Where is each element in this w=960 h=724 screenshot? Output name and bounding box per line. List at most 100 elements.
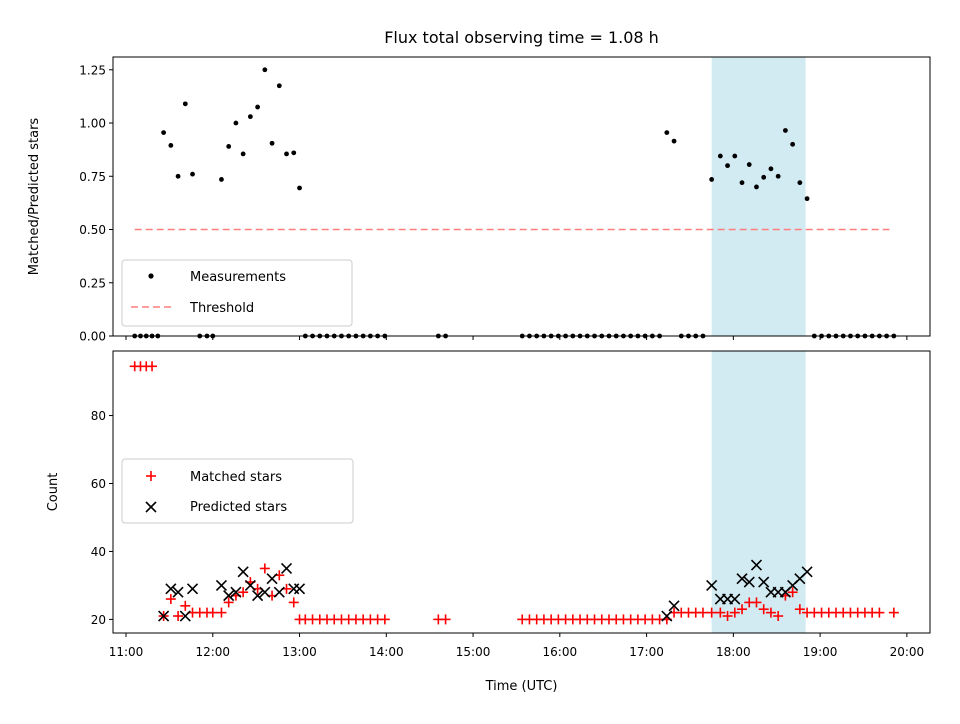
predicted-star-point	[186, 583, 199, 595]
top-y-tick-label: 0.75	[79, 170, 106, 184]
predicted-star-point	[280, 562, 293, 575]
measurement-point	[226, 144, 232, 149]
matched-star-point	[216, 607, 227, 618]
measurement-point	[664, 130, 670, 136]
bottom-x-tick-label: 17:00	[629, 645, 664, 659]
measurement-points	[132, 67, 897, 339]
matched-star-point	[238, 587, 249, 598]
matched-star-point	[794, 604, 805, 615]
matched-star-point	[288, 597, 299, 608]
measurement-point	[240, 151, 246, 157]
top-y-tick-label: 0.25	[79, 276, 106, 290]
top-axes-frame	[112, 56, 931, 337]
predicted-star-point	[293, 583, 306, 595]
bottom-y-tick-label: 40	[91, 545, 106, 559]
x-axis-label: Time (UTC)	[485, 679, 558, 694]
matched-star-point	[223, 597, 234, 608]
matched-star-point	[259, 563, 270, 574]
predicted-star-point	[266, 573, 278, 585]
chart-title: Flux total observing time = 1.08 h	[384, 28, 659, 47]
predicted-star-point	[736, 573, 748, 585]
legend-threshold-label: Threshold	[189, 301, 254, 316]
matched-star-point	[180, 600, 191, 611]
top-y-tick-label: 0.00	[79, 330, 106, 344]
top-y-ticks: 0.00 0.25 0.50 0.75 1.00 1.25	[79, 63, 113, 344]
top-panel: 0.00 0.25 0.50 0.75 1.00 1.25 Flux total obse…	[27, 28, 931, 344]
predicted-star-point	[215, 579, 228, 591]
bottom-x-tick-label: 14:00	[369, 645, 404, 659]
predicted-star-point	[237, 566, 249, 578]
matched-star-point	[440, 614, 451, 625]
measurement-point	[775, 173, 781, 179]
matched-star-point	[765, 607, 776, 618]
measurement-point	[709, 177, 715, 182]
bottom-x-tick-label: 20:00	[890, 645, 925, 659]
measurement-point	[168, 142, 174, 148]
predicted-star-point	[223, 590, 235, 602]
bottom-y-tick-label: 20	[91, 613, 106, 627]
top-y-tick-label: 1.00	[79, 117, 106, 131]
measurement-point	[175, 173, 181, 179]
top-y-tick-label: 1.25	[79, 63, 106, 77]
predicted-star-point	[668, 600, 680, 612]
measurement-point	[161, 130, 167, 136]
bottom-x-tick-label: 18:00	[716, 645, 751, 659]
matched-star-point	[874, 607, 885, 618]
predicted-star-point	[165, 583, 177, 595]
matched-star-point	[737, 604, 748, 615]
predicted-star-point	[729, 593, 741, 605]
matched-star-point	[787, 587, 798, 598]
legend-measurement-marker	[148, 273, 154, 279]
matched-star-point	[758, 604, 769, 615]
top-highlight-span	[711, 57, 806, 336]
measurement-point	[276, 83, 282, 89]
matched-star-point	[722, 611, 733, 622]
matched-star-point	[697, 607, 708, 618]
measurement-point	[746, 162, 752, 167]
bottom-legend-box	[121, 458, 354, 524]
top-y-tick-label: 0.50	[79, 223, 106, 237]
predicted-star-point	[758, 576, 770, 588]
predicted-star-point	[706, 579, 718, 591]
legend-matched-marker	[146, 471, 156, 481]
predicted-star-point	[172, 586, 184, 598]
legend-matched-label: Matched stars	[190, 470, 282, 485]
predicted-star-points	[158, 559, 813, 622]
matched-star-point	[706, 607, 717, 618]
bottom-x-tick-label: 16:00	[543, 645, 578, 659]
measurement-point	[297, 185, 302, 191]
measurement-point	[739, 180, 745, 186]
matched-star-point	[207, 607, 218, 618]
legend-predicted-marker	[145, 501, 157, 513]
predicted-star-point	[743, 576, 755, 588]
top-legend-box	[121, 259, 353, 327]
matched-star-point	[715, 607, 726, 618]
measurement-point	[291, 150, 297, 156]
predicted-star-point	[179, 610, 191, 622]
matched-star-point	[165, 594, 176, 605]
predicted-star-point	[158, 610, 170, 622]
measurement-point	[797, 180, 803, 186]
predicted-star-point	[661, 610, 673, 622]
bottom-x-tick-label: 19:00	[803, 645, 838, 659]
bottom-x-tick-label: 15:00	[456, 645, 491, 659]
measurement-point	[804, 196, 810, 202]
matched-star-point	[147, 361, 158, 372]
measurement-point	[255, 104, 261, 110]
measurement-point	[269, 140, 275, 146]
predicted-star-point	[252, 590, 264, 602]
matched-star-point	[729, 607, 740, 618]
measurement-point	[247, 114, 253, 120]
measurement-point	[782, 128, 788, 133]
bottom-x-tick-label: 12:00	[195, 645, 230, 659]
matched-star-point	[751, 597, 762, 608]
predicted-star-point	[273, 586, 285, 598]
bottom-legend: Matched stars Predicted stars	[121, 458, 354, 524]
bottom-x-tick-label: 11:00	[109, 645, 144, 659]
predicted-star-point	[244, 579, 256, 591]
predicted-star-point	[230, 586, 242, 598]
measurement-point	[754, 184, 759, 190]
matched-star-point	[888, 607, 899, 618]
measurement-point	[717, 153, 723, 159]
